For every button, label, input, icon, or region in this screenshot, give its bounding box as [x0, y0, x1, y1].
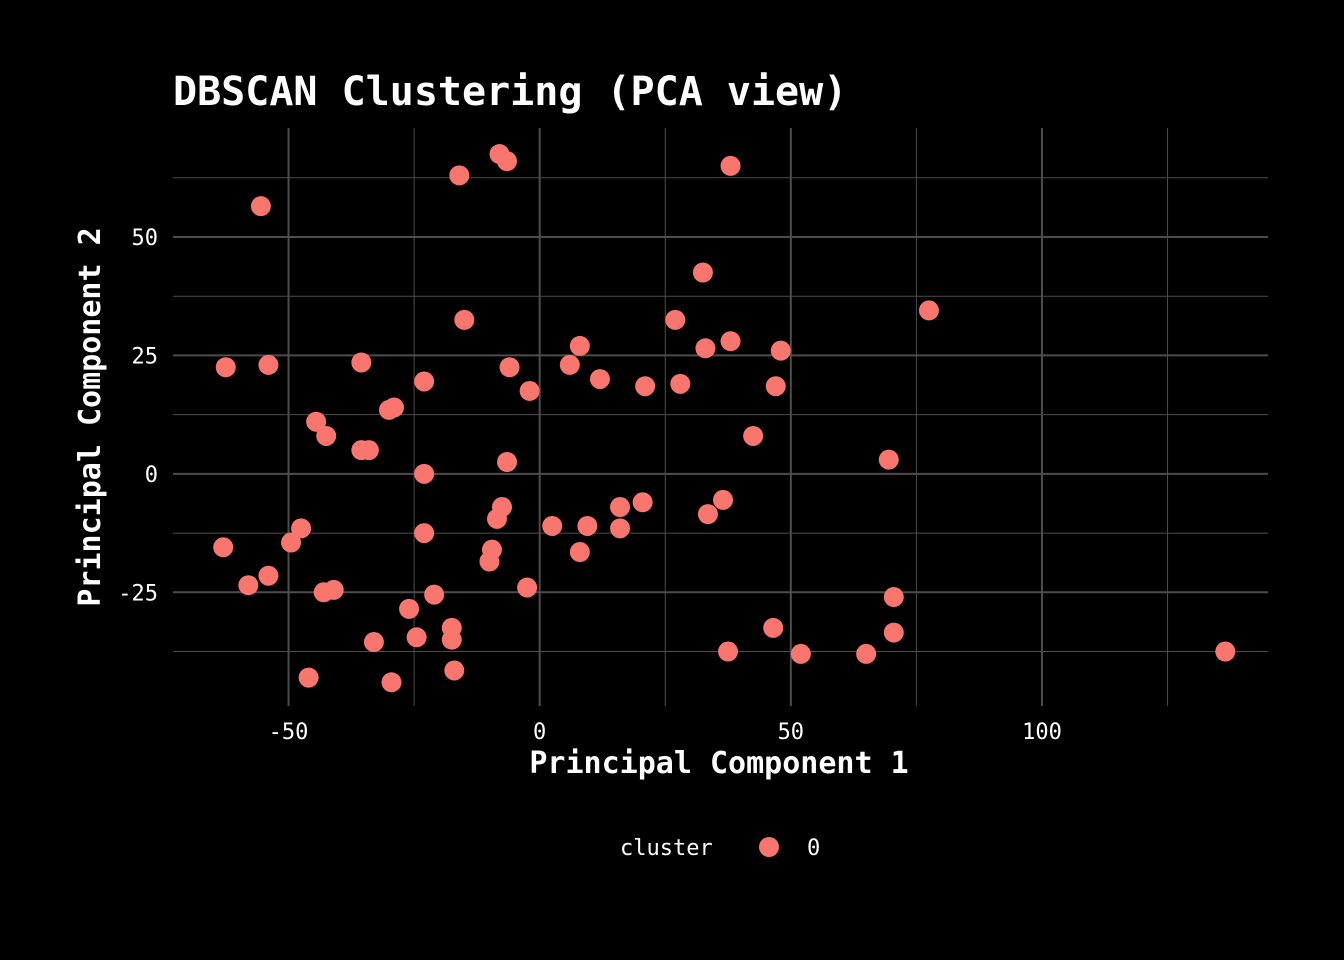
tick-labels: -50 0 50 100 -25 0 25 50	[118, 226, 1062, 745]
data-point	[497, 151, 518, 172]
data-point	[291, 518, 312, 539]
data-point	[258, 565, 279, 586]
data-point	[697, 504, 718, 525]
x-tick-label: 50	[778, 720, 805, 745]
data-point	[399, 598, 420, 619]
grid	[173, 128, 1268, 706]
data-point	[670, 373, 691, 394]
data-point	[479, 551, 500, 572]
data-point	[351, 352, 372, 373]
data-point	[790, 643, 811, 664]
data-point	[486, 508, 507, 529]
data-point	[238, 575, 259, 596]
data-point	[519, 380, 540, 401]
data-point	[381, 672, 402, 693]
data-point	[856, 643, 877, 664]
data-point	[743, 425, 764, 446]
data-point	[720, 331, 741, 352]
data-point	[718, 641, 739, 662]
x-axis-title: Principal Component 1	[529, 746, 908, 781]
data-point	[589, 369, 610, 390]
x-tick-label: 0	[533, 720, 546, 745]
x-tick-label: 100	[1022, 720, 1062, 745]
data-point	[720, 155, 741, 176]
chart-title: DBSCAN Clustering (PCA view)	[173, 69, 847, 115]
data-point	[323, 579, 344, 600]
data-point	[635, 376, 656, 397]
y-tick-label: -25	[118, 581, 158, 606]
data-point	[499, 357, 520, 378]
data-point	[444, 660, 465, 681]
data-point	[1215, 641, 1236, 662]
data-points	[213, 144, 1236, 693]
data-point	[449, 165, 470, 186]
legend: cluster 0	[620, 836, 820, 861]
legend-label-0: 0	[807, 836, 820, 861]
data-point	[883, 587, 904, 608]
x-tick-label: -50	[269, 720, 309, 745]
data-point	[414, 371, 435, 392]
data-point	[414, 523, 435, 544]
data-point	[763, 617, 784, 638]
legend-title: cluster	[620, 836, 713, 861]
data-point	[569, 335, 590, 356]
data-point	[610, 518, 631, 539]
data-point	[384, 397, 405, 418]
y-axis-title: Principal Component 2	[73, 227, 108, 606]
data-point	[692, 262, 713, 283]
data-point	[316, 425, 337, 446]
data-point	[424, 584, 445, 605]
data-point	[215, 357, 236, 378]
data-point	[406, 627, 427, 648]
legend-key-0	[759, 837, 779, 857]
data-point	[577, 515, 598, 536]
data-point	[713, 489, 734, 510]
data-point	[770, 340, 791, 361]
data-point	[358, 440, 379, 461]
data-point	[441, 629, 462, 650]
data-point	[298, 667, 319, 688]
y-tick-label: 0	[145, 463, 158, 488]
data-point	[306, 411, 327, 432]
data-point	[878, 449, 899, 470]
data-point	[497, 452, 518, 473]
data-point	[665, 309, 686, 330]
data-point	[517, 577, 538, 598]
data-point	[883, 622, 904, 643]
data-point	[414, 463, 435, 484]
data-point	[765, 376, 786, 397]
data-point	[695, 338, 716, 359]
y-tick-label: 25	[132, 344, 159, 369]
data-point	[559, 354, 580, 375]
data-point	[363, 632, 384, 653]
data-point	[258, 354, 279, 375]
data-point	[610, 497, 631, 518]
data-point	[569, 542, 590, 563]
data-point	[250, 196, 271, 217]
data-point	[632, 492, 653, 513]
data-point	[918, 300, 939, 321]
data-point	[542, 515, 563, 536]
data-point	[213, 537, 234, 558]
data-point	[454, 309, 475, 330]
y-tick-label: 50	[132, 226, 159, 251]
data-point	[281, 532, 302, 553]
